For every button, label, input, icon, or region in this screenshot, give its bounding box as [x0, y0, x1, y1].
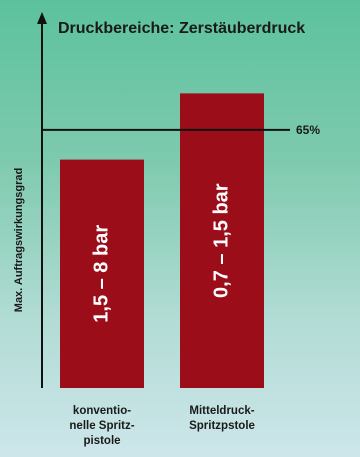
category-label-line: konventio-: [73, 405, 131, 417]
bars: 1,5 – 8 bar 0,7 – 1,5 bar: [60, 93, 264, 388]
category-label: Mitteldruck- Spritzpstole: [189, 405, 255, 432]
axes: [37, 12, 47, 388]
category-labels: konventio-nelle Spritz-pistole Mitteldruc…: [69, 405, 255, 447]
y-axis-label: Max. Auftragswirkungsgrad: [13, 168, 25, 312]
y-axis-arrow-icon: [37, 12, 47, 24]
category-label-line: Spritzpstole: [189, 420, 255, 432]
chart-title: Druckbereiche: Zerstäuberdruck: [58, 20, 305, 37]
bar-label: 0,7 – 1,5 bar: [210, 183, 232, 298]
category-label: konventio-nelle Spritz-pistole: [69, 405, 134, 447]
category-label-line: Mitteldruck-: [189, 405, 254, 417]
reference-line-label: 65%: [296, 123, 320, 137]
category-label-line: nelle Spritz-: [69, 420, 134, 432]
bar-label: 1,5 – 8 bar: [90, 225, 112, 323]
category-label-line: pistole: [83, 435, 120, 447]
